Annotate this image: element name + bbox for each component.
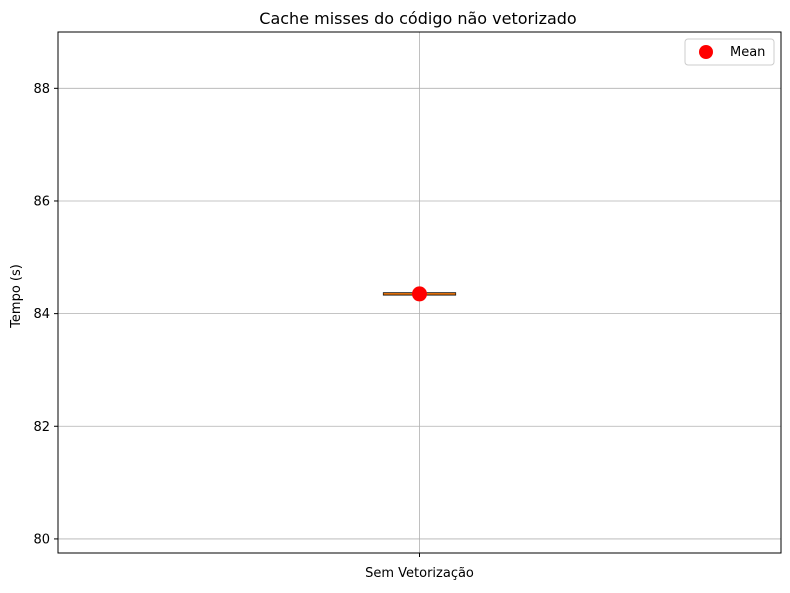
y-tick-label: 86 bbox=[33, 194, 50, 209]
legend-mean-marker bbox=[699, 45, 713, 59]
plot-frame bbox=[57, 31, 782, 554]
legend: Mean bbox=[684, 38, 775, 66]
mean-marker bbox=[412, 286, 427, 302]
legend-mean-label: Mean bbox=[730, 45, 765, 60]
y-tick-label: 82 bbox=[33, 420, 50, 435]
y-tick-label: 88 bbox=[33, 82, 50, 97]
x-tick-label: Sem Vetorização bbox=[365, 566, 474, 581]
mark-layer bbox=[382, 286, 457, 302]
y-tick-label: 80 bbox=[33, 532, 50, 547]
chart-title: Cache misses do código não vetorizado bbox=[259, 9, 576, 28]
y-axis-label: Tempo (s) bbox=[9, 264, 24, 329]
tick-layer: 80 82 84 86 88 Sem Vetorização bbox=[33, 82, 473, 581]
y-tick-label: 84 bbox=[33, 307, 50, 322]
